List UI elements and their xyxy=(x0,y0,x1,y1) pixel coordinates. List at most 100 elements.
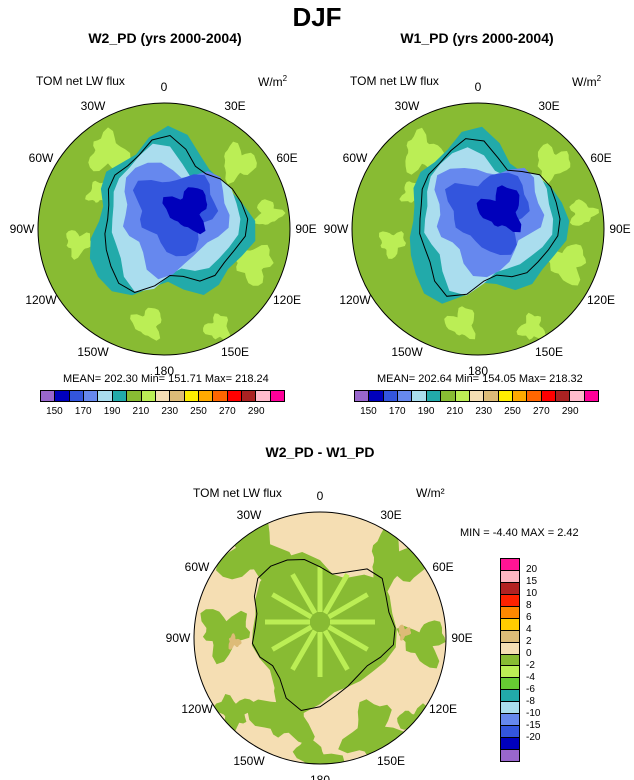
panel-w1-colorbar-box xyxy=(383,391,399,401)
diff-panel-lon-label: 120E xyxy=(429,702,457,716)
panel-w2-patch xyxy=(66,230,92,260)
panel-w1-variable-label: TOM net LW flux xyxy=(350,74,439,88)
panel-w2-colorbar-box xyxy=(227,391,243,401)
panel-w2-colorbar-box xyxy=(41,391,56,401)
panel-w1-colorbar-box xyxy=(484,391,499,401)
panel-w2-lon-label: 60W xyxy=(29,151,54,165)
diff-panel-colorbar-box xyxy=(501,714,519,727)
diff-panel-radial-streak xyxy=(322,573,350,615)
panel-w2-coastline xyxy=(104,134,249,293)
diff-panel-lon-label: 60E xyxy=(432,560,453,574)
panel-w1-lon-label: 60W xyxy=(343,151,368,165)
diff-panel-lon-label: 60W xyxy=(185,560,210,574)
panel-w1-lon-label: 0 xyxy=(475,80,482,94)
diff-panel-colorbar-tick: 8 xyxy=(526,600,532,611)
panel-w1-colorbar-box xyxy=(455,391,470,401)
diff-panel-colorbar-labels: 20 15 10 8 6 4 2 0 -2 -4 -6 -8 -10 -15 -20 xyxy=(526,558,566,762)
diff-panel-radial-streak xyxy=(290,573,318,615)
diff-panel-colorbar-box xyxy=(501,606,519,619)
panel-w2-colorbar-box xyxy=(69,391,85,401)
panel-w1-colorbar-tick: 170 xyxy=(388,406,406,417)
diff-panel-radial-streak xyxy=(322,629,350,671)
panel-w1-colorbar-tick: 250 xyxy=(504,406,521,417)
diff-panel-radial-streak xyxy=(290,629,318,671)
panel-w1-colorbar-box xyxy=(398,391,413,401)
diff-panel-lon-label: 90E xyxy=(451,631,472,645)
panel-w1-units: W/m2 xyxy=(572,74,602,89)
diff-panel-colorbar-box xyxy=(501,630,519,643)
panel-w2-lon-label: 120E xyxy=(273,293,301,307)
panel-w1-coastline xyxy=(419,138,561,297)
panel-w2-lon-label: 150E xyxy=(221,345,249,359)
diff-panel-colorbar-tick: 15 xyxy=(526,576,538,587)
diff-panel-green-patch xyxy=(213,694,255,735)
diff-panel-radial-streak xyxy=(271,624,313,652)
diff-panel-colorbar-tick: -15 xyxy=(526,720,541,731)
panel-w2-lon-label: 60E xyxy=(276,151,297,165)
panel-w2-title: W2_PD (yrs 2000-2004) xyxy=(88,30,242,46)
diff-panel-radial-streak xyxy=(327,624,369,652)
panel-w2-colorbar-box xyxy=(98,391,113,401)
diff-panel-colorbar-box xyxy=(501,678,519,691)
diff-panel-colorbar-box xyxy=(501,666,519,679)
diff-panel-polar-map: 0 30E 60E 90E 120E 150E 180 150W 120W 90W 60W 30W xyxy=(166,489,473,780)
panel-w2-lon-label: 90W xyxy=(10,222,35,236)
panel-w2-patch xyxy=(254,199,286,225)
panel-w2-colorbar-tick: 210 xyxy=(132,406,150,417)
diff-panel-colorbar-tick: 6 xyxy=(526,612,532,623)
diff-panel-colorbar-tick: 4 xyxy=(526,624,532,635)
diff-panel-colorbar-box xyxy=(501,594,519,607)
diff-panel-tan-spot xyxy=(228,633,242,650)
diff-panel-colorbar-tick: -4 xyxy=(526,672,535,683)
diff-panel-lon-label: 150E xyxy=(377,754,405,768)
panel-w1-colorbar-box xyxy=(584,391,599,401)
panel-w2-colorbar-box xyxy=(84,391,99,401)
panel-w1-lon-label: 60E xyxy=(590,151,611,165)
panel-w2-boundary xyxy=(37,102,291,356)
panel-w2-colorbar-box xyxy=(198,391,214,401)
panel-w2-colorbar-tick: 170 xyxy=(74,406,92,417)
diff-panel-colorbar-box xyxy=(501,726,519,739)
diff-panel-stats: MIN = -4.40 MAX = 2.42 xyxy=(460,527,579,539)
panel-w2-colorbar-box xyxy=(184,391,199,401)
panel-w2-colorbar-box xyxy=(242,391,257,401)
panel-w1-lon-label: 120E xyxy=(587,293,615,307)
diff-panel-lon-label: 0 xyxy=(317,489,324,503)
diff-panel-lon-label: 90W xyxy=(166,631,191,645)
panel-w1-polar-map: 0 30E 60E 90E 120E 150E 180 150W 120W 90W 60W 30W xyxy=(324,80,631,378)
panel-w2-colorbar-box xyxy=(155,391,171,401)
diff-panel-boundary xyxy=(193,511,447,765)
panel-w2-lon-label: 180 xyxy=(154,364,174,378)
panel-w2-colorbar-box xyxy=(55,391,70,401)
diff-panel-coastline xyxy=(251,558,396,712)
diff-panel-colorbar-tick: 0 xyxy=(526,648,532,659)
panel-w1-colorbar-tick: 230 xyxy=(475,406,493,417)
panel-w2-colorbar-tick: 190 xyxy=(103,406,121,417)
panel-w1-patch xyxy=(516,312,546,340)
panel-w2-colorbar-tick: 270 xyxy=(219,406,236,417)
diff-panel-colorbar-tick: -8 xyxy=(526,696,535,707)
panel-w2-colorbar-tick: 230 xyxy=(161,406,179,417)
panel-w2-colorbar-box xyxy=(127,391,142,401)
panel-w2-patch xyxy=(203,313,231,342)
diff-panel-colorbar-box xyxy=(501,618,519,631)
panel-w2-stats: MEAN= 202.30 Min= 151.71 Max= 218.24 xyxy=(63,373,269,385)
diff-panel-colorbar-tick: -10 xyxy=(526,708,541,719)
panel-w2-colorbar-tick: 250 xyxy=(190,406,207,417)
panel-w1-lon-label: 90E xyxy=(609,222,630,236)
diff-panel-title: W2_PD - W1_PD xyxy=(265,444,375,460)
panel-w1-colorbar-labels: 150 170 190 210 230 250 270 290 xyxy=(354,406,599,420)
panel-w1-colorbar-box xyxy=(527,391,542,401)
panel-w1-colorbar-box xyxy=(541,391,557,401)
panel-w1-lon-label: 150E xyxy=(535,345,563,359)
panel-w2-polar-map: 0 30E 60E 90E 120E 150E 180 150W 120W 90W 60W 30W xyxy=(10,80,317,378)
diff-panel-colorbar-box xyxy=(501,582,519,595)
panel-w1-lon-label: 30E xyxy=(538,99,559,113)
panel-w2-patch xyxy=(88,127,131,172)
panel-w2-colorbar-box xyxy=(270,391,285,401)
panel-w1-lon-label: 180 xyxy=(468,364,488,378)
panel-w1-colorbar-box xyxy=(498,391,513,401)
diff-panel-units: W/m² xyxy=(416,486,445,500)
diff-panel-radial-streak xyxy=(327,592,369,620)
panel-w1-colorbar-box xyxy=(441,391,456,401)
